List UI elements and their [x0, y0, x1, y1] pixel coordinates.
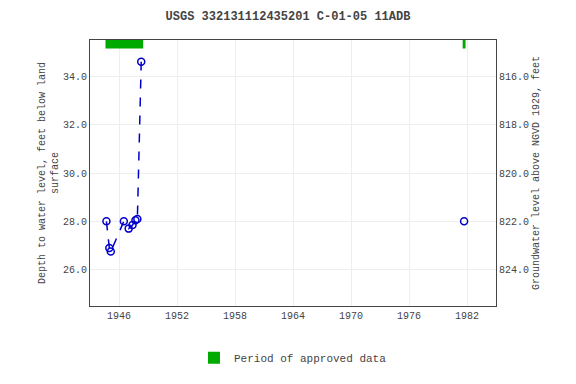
- svg-text:1970: 1970: [339, 311, 363, 322]
- svg-text:1952: 1952: [165, 311, 189, 322]
- svg-text:Depth to water level, feet bel: Depth to water level, feet below landsur…: [37, 62, 61, 284]
- svg-text:822.0: 822.0: [499, 217, 529, 228]
- svg-text:Period of approved data: Period of approved data: [234, 353, 386, 365]
- svg-text:USGS 332131112435201 C-01-05 1: USGS 332131112435201 C-01-05 11ADB: [166, 10, 411, 24]
- svg-text:824.0: 824.0: [499, 265, 529, 276]
- svg-text:818.0: 818.0: [499, 120, 529, 131]
- svg-text:34.0: 34.0: [63, 72, 87, 83]
- svg-text:Groundwater level above NGVD 1: Groundwater level above NGVD 1929, feet: [531, 56, 542, 290]
- svg-text:1976: 1976: [397, 311, 421, 322]
- svg-text:816.0: 816.0: [499, 72, 529, 83]
- svg-text:26.0: 26.0: [63, 265, 87, 276]
- svg-text:30.0: 30.0: [63, 169, 87, 180]
- svg-text:820.0: 820.0: [499, 169, 529, 180]
- svg-text:1958: 1958: [223, 311, 247, 322]
- svg-text:28.0: 28.0: [63, 217, 87, 228]
- svg-text:32.0: 32.0: [63, 120, 87, 131]
- svg-text:1946: 1946: [107, 311, 131, 322]
- svg-text:1964: 1964: [281, 311, 305, 322]
- svg-text:1982: 1982: [455, 311, 479, 322]
